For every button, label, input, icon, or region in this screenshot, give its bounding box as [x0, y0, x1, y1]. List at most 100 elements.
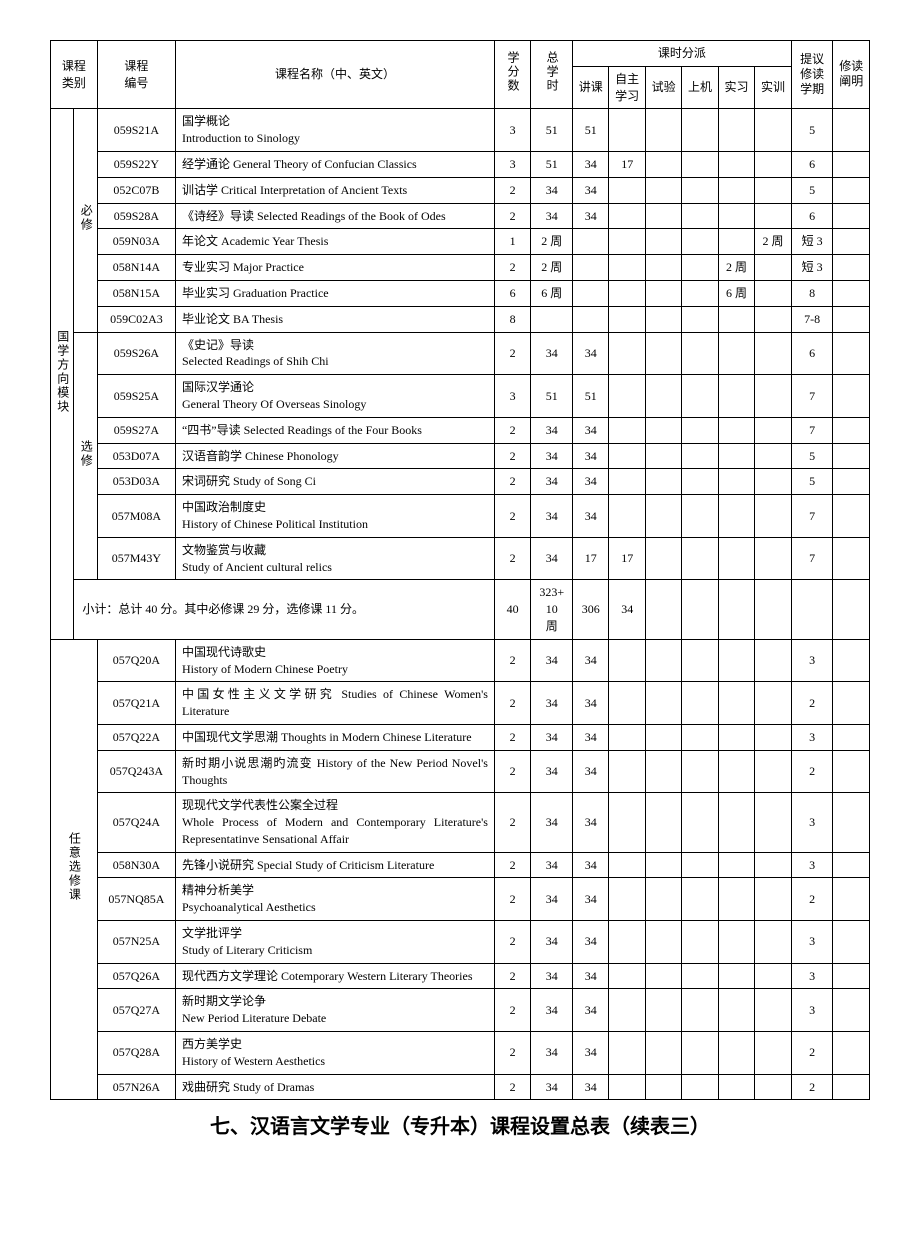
cell: [718, 109, 754, 152]
cell: [682, 878, 718, 921]
cell: [755, 280, 792, 306]
hdr-code: 课程编号: [97, 41, 175, 109]
cell: [718, 921, 754, 964]
cell: [718, 537, 754, 580]
cell: 059S21A: [97, 109, 175, 152]
cell: 057N25A: [97, 921, 175, 964]
cell: 6 周: [531, 280, 573, 306]
cell: 34: [573, 1074, 609, 1100]
cell: 2: [791, 750, 833, 793]
cell: 训诂学 Critical Interpretation of Ancient T…: [175, 177, 494, 203]
cell: 34: [609, 580, 645, 639]
cell: [609, 750, 645, 793]
cell: [833, 682, 870, 725]
cell: 052C07B: [97, 177, 175, 203]
cell: [718, 177, 754, 203]
cell: [682, 537, 718, 580]
cell: 3: [791, 852, 833, 878]
cell: [718, 495, 754, 538]
cell: [645, 417, 681, 443]
cell: [682, 306, 718, 332]
cell: [573, 255, 609, 281]
cell: [645, 580, 681, 639]
cell: 34: [531, 1032, 573, 1075]
cell: [755, 963, 792, 989]
cell: 中国政治制度史History of Chinese Political Inst…: [175, 495, 494, 538]
cell: [718, 417, 754, 443]
cell: [645, 203, 681, 229]
cell: [682, 177, 718, 203]
cell: 1: [494, 229, 530, 255]
cell: 306: [573, 580, 609, 639]
table-row: 国学方向模块必修059S21A国学概论Introduction to Sinol…: [51, 109, 870, 152]
cell: [682, 793, 718, 852]
cell: [755, 306, 792, 332]
cell: [718, 963, 754, 989]
cell: [609, 109, 645, 152]
cell: [682, 469, 718, 495]
cell: [645, 724, 681, 750]
cell: 2: [494, 255, 530, 281]
cell: 053D03A: [97, 469, 175, 495]
cell: [645, 921, 681, 964]
cell: 057Q20A: [97, 639, 175, 682]
cell: 2: [494, 177, 530, 203]
cell: 057Q24A: [97, 793, 175, 852]
cell: 6: [791, 332, 833, 375]
cell: 3: [791, 793, 833, 852]
table-row: 057Q243A新时期小说思潮旳流变 History of the New Pe…: [51, 750, 870, 793]
cell: 34: [573, 639, 609, 682]
hdr-credits: 学分数: [494, 41, 530, 109]
cell: 2: [494, 852, 530, 878]
cell: 34: [573, 151, 609, 177]
cell: [755, 682, 792, 725]
table-row: 052C07B训诂学 Critical Interpretation of An…: [51, 177, 870, 203]
cell: 51: [531, 375, 573, 418]
cell: [682, 580, 718, 639]
cell: 7: [791, 495, 833, 538]
table-row: 057M43Y文物鉴赏与收藏Study of Ancient cultural …: [51, 537, 870, 580]
cell: 2 周: [531, 255, 573, 281]
cell: 057M43Y: [97, 537, 175, 580]
cell: [682, 989, 718, 1032]
cell: [609, 177, 645, 203]
cell: 057N26A: [97, 1074, 175, 1100]
cell: 34: [573, 724, 609, 750]
cell: 057Q26A: [97, 963, 175, 989]
cell: [609, 306, 645, 332]
cell: 2: [791, 1074, 833, 1100]
cell: 34: [573, 682, 609, 725]
cell: 34: [573, 495, 609, 538]
cell: 059S26A: [97, 332, 175, 375]
cell: 短 3: [791, 255, 833, 281]
cell: [609, 495, 645, 538]
cell: [682, 724, 718, 750]
cell: [645, 495, 681, 538]
cell: 2: [494, 963, 530, 989]
table-row: 057Q21A中国女性主义文学研究 Studies of Chinese Wom…: [51, 682, 870, 725]
cell: [609, 724, 645, 750]
cell: [609, 332, 645, 375]
cell: 5: [791, 443, 833, 469]
hdr-computer: 上机: [682, 66, 718, 109]
cell: [645, 852, 681, 878]
hdr-training: 实训: [755, 66, 792, 109]
cell: [718, 151, 754, 177]
cell: 6: [791, 151, 833, 177]
cell: 34: [531, 1074, 573, 1100]
cell: 34: [573, 793, 609, 852]
cell: [573, 306, 609, 332]
cell: 3: [791, 989, 833, 1032]
cell: 2: [494, 469, 530, 495]
hdr-name: 课程名称（中、英文）: [175, 41, 494, 109]
cell: 34: [573, 989, 609, 1032]
table-row: 053D03A宋词研究 Study of Song Ci234345: [51, 469, 870, 495]
cell: 059C02A3: [97, 306, 175, 332]
cell: [833, 580, 870, 639]
table-row: 058N15A毕业实习 Graduation Practice66 周6 周8: [51, 280, 870, 306]
cell: [682, 1074, 718, 1100]
cell: 34: [573, 852, 609, 878]
cell: 2: [494, 878, 530, 921]
cell: [609, 417, 645, 443]
cell: 2 周: [531, 229, 573, 255]
